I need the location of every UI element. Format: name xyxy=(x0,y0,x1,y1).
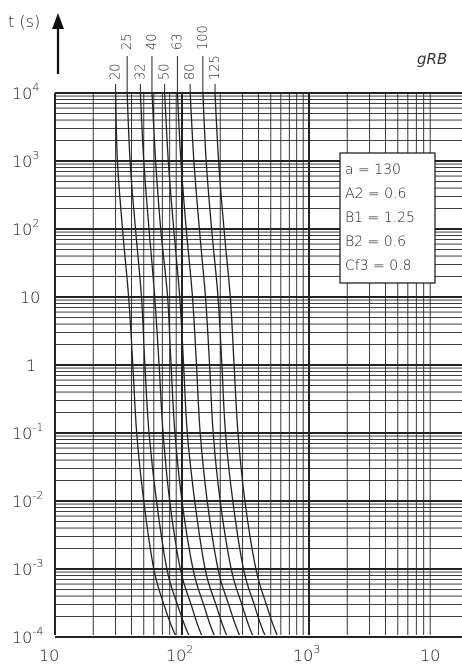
rating-label-40: 40 xyxy=(145,33,160,50)
rating-label-63: 63 xyxy=(170,33,185,50)
x-tick-label: 10 xyxy=(420,646,440,665)
curve-125 xyxy=(214,93,278,635)
grid xyxy=(54,92,462,638)
y-axis-label: t (s) xyxy=(8,12,40,31)
curve-63 xyxy=(176,93,241,635)
param-b1: B1 = 1.25 xyxy=(345,210,415,226)
curve-25 xyxy=(126,93,190,635)
x-tick-label: 102 xyxy=(166,643,193,665)
curve-40 xyxy=(151,93,215,635)
x-tick-label: 103 xyxy=(293,643,320,665)
x-tick-label: 10 xyxy=(39,646,59,665)
y-tick-label: 1 xyxy=(26,356,36,375)
curve-100 xyxy=(202,93,266,635)
param-b2: B2 = 0.6 xyxy=(345,234,406,250)
fuse-class-label: gRB xyxy=(417,50,447,68)
curve-20 xyxy=(114,93,176,635)
y-tick-label: 102 xyxy=(12,217,39,239)
rating-label-32: 32 xyxy=(133,63,148,80)
y-tick-label: 103 xyxy=(12,149,39,171)
x-tick-labels: 10 102 103 10 xyxy=(39,643,440,665)
rating-leaders xyxy=(115,56,216,93)
y-tick-label: 10-4 xyxy=(12,625,43,647)
param-a: a = 130 xyxy=(345,162,401,178)
rating-label-80: 80 xyxy=(183,63,198,80)
rating-label-125: 125 xyxy=(208,55,223,80)
param-cf3: Cf3 = 0.8 xyxy=(345,258,412,274)
rating-label-20: 20 xyxy=(109,63,124,80)
rating-label-25: 25 xyxy=(120,33,135,50)
curve-32 xyxy=(139,93,203,635)
y-tick-label: 10-3 xyxy=(12,557,43,579)
rating-label-100: 100 xyxy=(196,25,211,50)
y-tick-label: 10-1 xyxy=(12,421,43,443)
y-axis-arrow xyxy=(52,13,64,74)
y-tick-label: 104 xyxy=(12,81,39,103)
parameter-box: a = 130 A2 = 0.6 B1 = 1.25 B2 = 0.6 Cf3 … xyxy=(339,152,436,284)
curve-80 xyxy=(189,93,254,635)
param-a2: A2 = 0.6 xyxy=(345,186,406,202)
rating-labels: 20 25 32 40 50 63 80 100 125 xyxy=(109,25,223,80)
y-tick-label: 10-2 xyxy=(12,489,43,511)
y-tick-label: 10 xyxy=(20,288,40,307)
rating-label-50: 50 xyxy=(158,63,173,80)
curves xyxy=(114,93,278,635)
curve-50 xyxy=(163,93,228,635)
